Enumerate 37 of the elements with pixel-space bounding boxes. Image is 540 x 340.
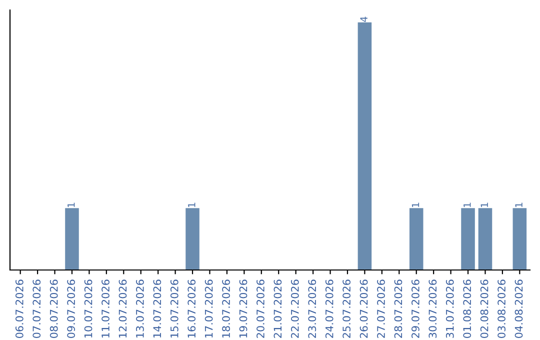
data-label: 1 — [515, 202, 522, 208]
x-tick-label: 03.08.2026 — [498, 280, 506, 338]
x-tick-label: 31.07.2026 — [446, 280, 454, 338]
x-tick-label: 27.07.2026 — [377, 280, 385, 338]
data-label: 1 — [68, 202, 75, 208]
x-tick-label: 22.07.2026 — [290, 280, 299, 338]
data-label: 1 — [412, 202, 420, 208]
x-tick-label: 10.07.2026 — [84, 280, 92, 338]
x-tick-label: 28.07.2026 — [394, 280, 402, 338]
x-tick-label: 18.07.2026 — [222, 280, 230, 338]
data-label: 1 — [480, 202, 488, 208]
data-label: 1 — [464, 202, 471, 208]
x-tick-label: 04.08.2026 — [514, 280, 523, 338]
x-tick-label: 08.07.2026 — [50, 280, 58, 338]
x-tick-label: 17.07.2026 — [204, 280, 213, 338]
x-tick-label: 07.07.2026 — [32, 280, 41, 338]
x-tick-label: 16.07.2026 — [188, 280, 196, 338]
x-tick-label: 09.07.2026 — [67, 280, 76, 338]
x-tick-label: 15.07.2026 — [170, 280, 178, 338]
x-tick-label: 30.07.2026 — [428, 280, 437, 338]
x-tick-label: 14.07.2026 — [153, 280, 162, 338]
x-tick-label: 06.07.2026 — [15, 280, 24, 338]
x-tick-label: 01.08.2026 — [463, 280, 472, 338]
x-tick-label: 23.07.2026 — [308, 280, 316, 338]
x-tick-label: 13.07.2026 — [136, 280, 144, 338]
x-tick-label: 12.07.2026 — [118, 280, 127, 338]
x-tick-label: 29.07.2026 — [412, 280, 420, 338]
x-tick-label: 20.07.2026 — [256, 280, 264, 338]
x-tick-label: 24.07.2026 — [325, 280, 334, 338]
data-label: 4 — [360, 16, 368, 22]
x-tick-label: 21.07.2026 — [274, 280, 282, 338]
x-tick-label: 26.07.2026 — [360, 280, 368, 338]
data-label: 1 — [188, 202, 196, 208]
x-tick-label: 19.07.2026 — [239, 280, 248, 338]
x-tick-label: 25.07.2026 — [342, 280, 351, 338]
x-tick-label: 11.07.2026 — [102, 280, 110, 338]
x-tick-label: 02.08.2026 — [480, 280, 488, 338]
